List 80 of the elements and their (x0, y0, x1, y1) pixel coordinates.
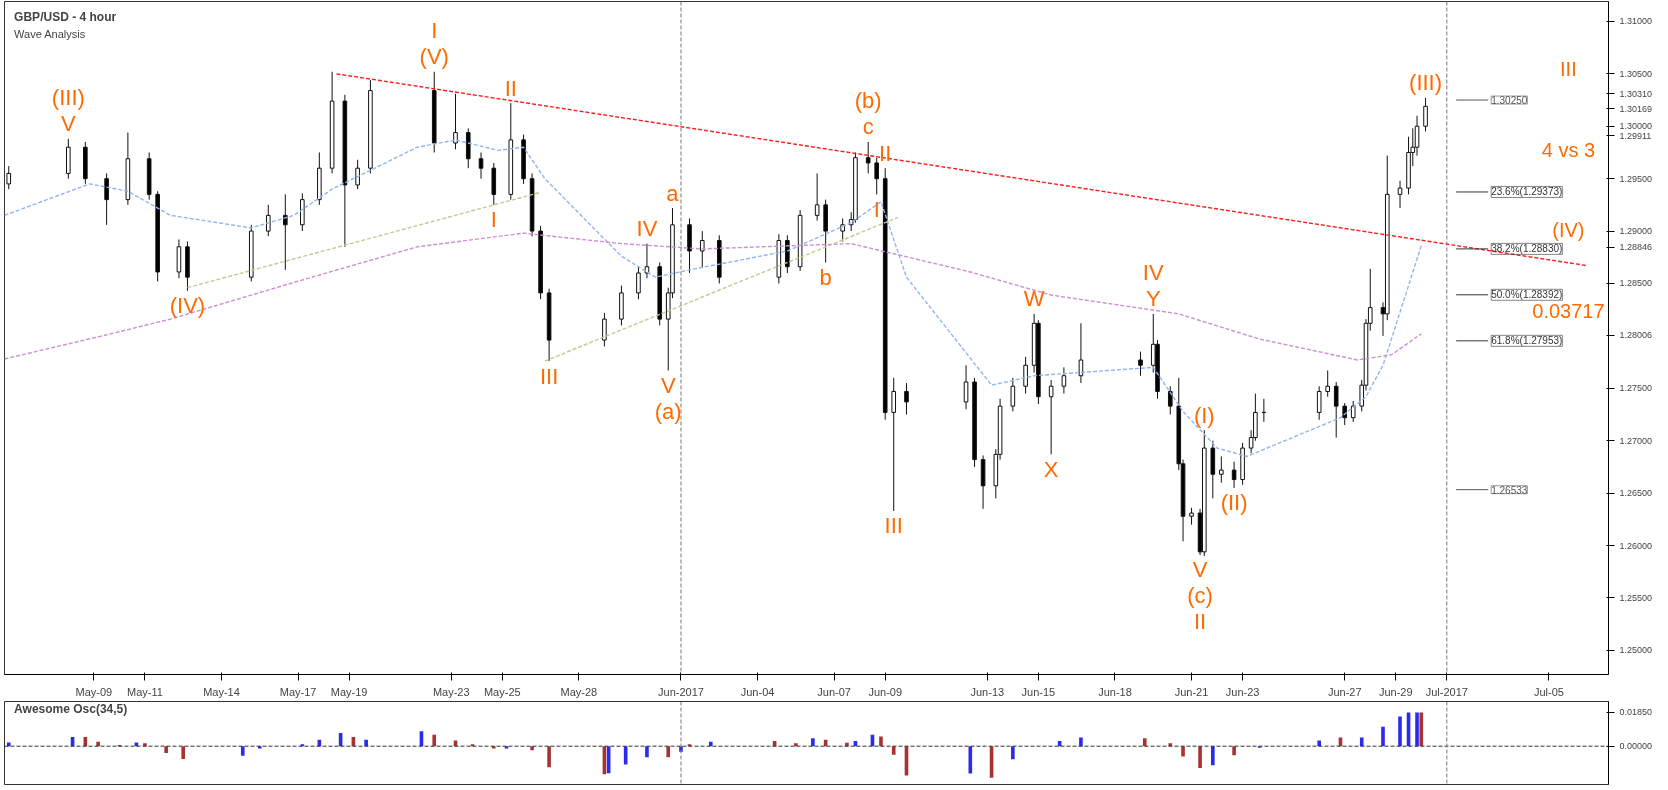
ref-line-label: 38.2%(1.28830) (1491, 243, 1563, 255)
annotation: 4 vs 3 (1541, 138, 1596, 161)
x-tick-label: Jun-04 (740, 685, 775, 698)
annotation: II (1193, 609, 1207, 635)
annotation: IV (636, 216, 658, 242)
annotation: (c) (1187, 583, 1213, 609)
x-tick-label: May-14 (203, 685, 240, 698)
y-tick-label: 1.29000 (1619, 226, 1653, 237)
x-tick-label: Jul-05 (1533, 685, 1564, 698)
annotation: II (504, 75, 517, 101)
y-tick-label: 1.27000 (1619, 435, 1653, 446)
annotation: I (431, 18, 438, 44)
x-tick-label: Jun-27 (1327, 685, 1362, 698)
x-tick-label: Jun-13 (970, 685, 1005, 698)
annotation: (IV) (1552, 219, 1585, 242)
annotation: (III) (1409, 70, 1443, 96)
annotation: I (873, 196, 880, 222)
annotation: V (660, 373, 676, 398)
x-tick-label: Jun-29 (1378, 685, 1413, 698)
x-tick-label: May-17 (279, 685, 317, 698)
annotation: IV (1142, 260, 1164, 286)
annotation: (III) (51, 85, 85, 111)
y-tick-label: 1.29911 (1619, 130, 1652, 141)
x-tick-label: Jun-15 (1021, 685, 1056, 698)
annotation: (b) (854, 88, 882, 114)
x-tick-label: Jun-2017 (658, 685, 704, 698)
ref-line-label: 50.0%(1.28392) (1491, 289, 1563, 301)
annotation: (I) (1193, 402, 1215, 428)
ref-line-label: 1.30250 (1491, 95, 1528, 107)
annotation: X (1043, 456, 1059, 482)
y-tick-label: 1.25000 (1619, 645, 1653, 656)
y-tick-label: 0.01850 (1619, 707, 1653, 718)
annotation: (IV) (169, 293, 206, 319)
x-tick-label: May-11 (126, 685, 163, 698)
annotation: (V) (419, 44, 449, 70)
annotation: III (1560, 57, 1577, 80)
annotation: c (862, 114, 874, 140)
y-tick-label: 0.00000 (1619, 741, 1653, 752)
y-tick-label: 1.28006 (1619, 330, 1653, 341)
y-tick-label: 1.30000 (1619, 121, 1653, 132)
annotation: III (539, 363, 559, 389)
x-tick-label: May-28 (560, 685, 598, 698)
annotation: III (884, 513, 903, 539)
ref-line-label: 23.6%(1.29373) (1491, 186, 1563, 198)
ref-line-label: 1.26533 (1491, 484, 1528, 496)
y-tick-label: 1.25500 (1619, 592, 1653, 603)
annotation: 0.03717 (1532, 300, 1605, 323)
annotation: (II) (1220, 490, 1248, 516)
annotation: V (60, 111, 76, 137)
y-tick-label: 1.31000 (1619, 16, 1653, 27)
x-tick-label: May-09 (75, 685, 113, 698)
annotation: (a) (654, 399, 682, 424)
y-tick-label: 1.29500 (1619, 173, 1653, 184)
x-tick-label: May-23 (432, 685, 470, 698)
x-tick-label: Jun-23 (1225, 685, 1260, 698)
x-tick-label: May-19 (330, 685, 368, 698)
ref-line-label: 61.8%(1.27953) (1491, 335, 1563, 347)
y-tick-label: 1.30169 (1619, 103, 1653, 114)
text: GBP/USD - 4 hour (14, 9, 117, 24)
annotation: W (1023, 286, 1045, 312)
chart-title: Awesome Osc(34,5) (14, 702, 128, 717)
y-tick-label: 1.28500 (1619, 278, 1653, 289)
x-tick-label: Jun-18 (1098, 685, 1132, 698)
y-tick-label: 1.28846 (1619, 242, 1653, 253)
annotation: V (1192, 557, 1208, 583)
x-tick-label: Jul-2017 (1425, 685, 1468, 698)
text: Wave Analysis (14, 28, 86, 41)
annotation: Y (1145, 286, 1161, 312)
y-tick-label: 1.26500 (1619, 488, 1653, 499)
x-tick-label: May-25 (483, 685, 521, 698)
y-tick-label: 1.30310 (1619, 88, 1653, 99)
x-tick-label: Jun-09 (868, 685, 903, 698)
x-tick-label: Jun-07 (817, 685, 851, 698)
y-tick-label: 1.26000 (1619, 540, 1653, 551)
annotation: a (666, 180, 680, 206)
x-tick-label: Jun-21 (1174, 685, 1209, 698)
y-tick-label: 1.27500 (1619, 383, 1653, 394)
y-tick-label: 1.30500 (1619, 68, 1653, 79)
annotation: b (819, 265, 832, 291)
annotation: I (490, 207, 497, 233)
